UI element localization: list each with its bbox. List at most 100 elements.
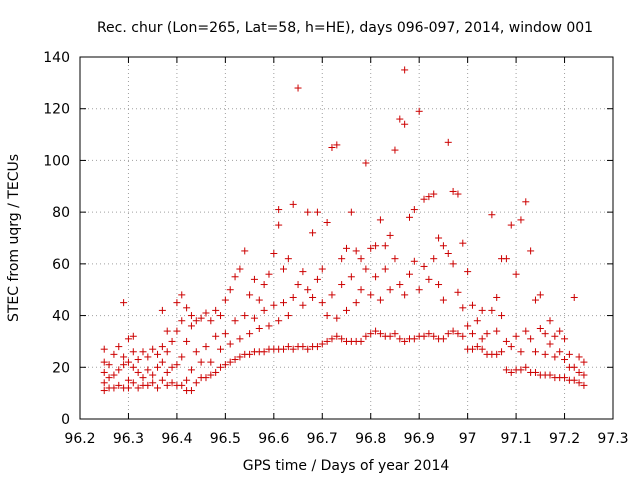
data-point	[502, 255, 510, 263]
data-point	[565, 350, 573, 358]
data-point	[357, 255, 365, 263]
x-tick-label: 97.1	[501, 431, 532, 447]
data-point	[187, 366, 195, 374]
data-point	[493, 293, 501, 301]
data-point	[372, 273, 380, 281]
plot-frame	[79, 56, 614, 420]
data-point	[561, 335, 569, 343]
data-point	[517, 216, 525, 224]
data-point	[158, 306, 166, 314]
data-point	[570, 363, 578, 371]
data-point	[430, 190, 438, 198]
data-point	[401, 291, 409, 299]
data-point	[333, 332, 341, 340]
data-point	[575, 368, 583, 376]
data-point	[381, 242, 389, 250]
data-point	[512, 332, 520, 340]
data-point	[270, 301, 278, 309]
data-point	[323, 337, 331, 345]
data-point	[115, 381, 123, 389]
data-point	[454, 190, 462, 198]
data-point	[536, 291, 544, 299]
data-point	[309, 229, 317, 237]
data-point	[333, 314, 341, 322]
data-points	[100, 66, 588, 395]
data-point	[352, 299, 360, 307]
data-point	[507, 368, 515, 376]
data-point	[124, 376, 132, 384]
data-point	[502, 366, 510, 374]
data-point	[425, 193, 433, 201]
y-tick-label: 0	[61, 412, 70, 428]
data-point	[561, 374, 569, 382]
data-point	[280, 265, 288, 273]
data-point	[115, 343, 123, 351]
data-point	[168, 363, 176, 371]
data-point	[236, 335, 244, 343]
data-point	[498, 312, 506, 320]
data-point	[430, 255, 438, 263]
data-point	[313, 343, 321, 351]
data-point	[217, 312, 225, 320]
data-point	[289, 345, 297, 353]
data-point	[280, 299, 288, 307]
data-point	[522, 363, 530, 371]
data-point	[410, 257, 418, 265]
data-point	[250, 314, 258, 322]
data-point	[144, 381, 152, 389]
data-point	[328, 144, 336, 151]
data-point	[464, 322, 472, 330]
data-point	[570, 376, 578, 384]
data-point	[507, 343, 515, 351]
y-tick-label: 100	[43, 153, 70, 169]
data-point	[280, 345, 288, 353]
data-point	[173, 361, 181, 369]
data-point	[124, 358, 132, 366]
data-point	[270, 250, 278, 258]
x-tick-label: 97.3	[597, 431, 628, 447]
data-point	[163, 381, 171, 389]
data-point	[289, 293, 297, 301]
data-point	[202, 343, 210, 351]
data-point	[410, 206, 418, 214]
data-point	[236, 265, 244, 273]
data-point	[129, 348, 137, 356]
data-point	[473, 317, 481, 325]
data-point	[381, 265, 389, 273]
data-point	[284, 255, 292, 263]
data-point	[163, 327, 171, 335]
data-point	[478, 306, 486, 314]
data-point	[246, 330, 254, 338]
data-point	[367, 330, 375, 338]
data-point	[313, 275, 321, 283]
data-point	[396, 281, 404, 289]
data-point	[575, 353, 583, 361]
data-point	[154, 350, 162, 358]
data-point	[527, 247, 535, 255]
data-point	[139, 348, 147, 356]
y-tick-label: 20	[52, 360, 70, 376]
x-tick-label: 97.2	[549, 431, 580, 447]
data-point	[405, 213, 413, 221]
x-tick-label: 96.8	[355, 431, 386, 447]
data-point	[178, 353, 186, 361]
data-point	[183, 376, 191, 384]
data-point	[459, 332, 467, 340]
y-tick-label: 140	[43, 50, 70, 66]
data-point	[362, 159, 370, 167]
x-tick-label: 97	[459, 431, 477, 447]
data-point	[473, 343, 481, 351]
data-point	[556, 327, 564, 335]
x-axis-label: GPS time / Days of year 2014	[243, 458, 450, 474]
data-point	[498, 348, 506, 356]
data-point	[129, 363, 137, 371]
data-point	[507, 221, 515, 229]
data-point	[134, 356, 142, 364]
chart-title: Rec. chur (Lon=265, Lat=58, h=HE), days …	[97, 20, 593, 36]
data-point	[124, 384, 132, 392]
data-point	[100, 358, 108, 366]
data-point	[488, 306, 496, 314]
data-point	[580, 371, 588, 379]
data-point	[439, 242, 447, 250]
data-point	[541, 330, 549, 338]
